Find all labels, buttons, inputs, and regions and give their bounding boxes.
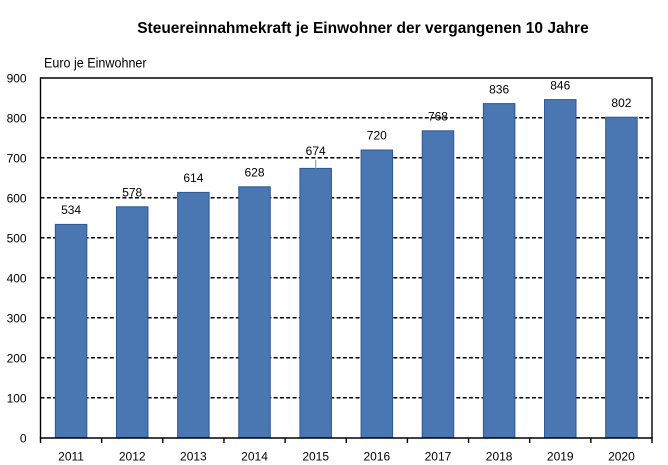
svg-text:578: 578 [122, 186, 142, 200]
svg-text:2019: 2019 [547, 450, 574, 464]
svg-text:2015: 2015 [302, 450, 329, 464]
svg-text:2011: 2011 [58, 450, 84, 464]
svg-text:800: 800 [7, 112, 27, 126]
svg-text:628: 628 [245, 166, 265, 180]
svg-text:614: 614 [183, 171, 203, 185]
svg-text:700: 700 [7, 152, 27, 166]
svg-text:900: 900 [7, 72, 27, 86]
svg-text:2012: 2012 [119, 450, 146, 464]
svg-text:Euro je Einwohner: Euro je Einwohner [44, 54, 147, 70]
svg-text:400: 400 [7, 272, 27, 286]
svg-text:200: 200 [7, 352, 27, 366]
svg-text:2016: 2016 [363, 450, 390, 464]
svg-text:534: 534 [61, 203, 81, 217]
svg-text:846: 846 [550, 78, 570, 92]
svg-text:600: 600 [7, 192, 27, 206]
svg-text:Steuereinnahmekraft je Einwohn: Steuereinnahmekraft je Einwohner der ver… [137, 20, 589, 37]
svg-text:2018: 2018 [486, 450, 513, 464]
svg-text:300: 300 [7, 312, 27, 326]
svg-text:0: 0 [20, 432, 27, 446]
svg-text:2013: 2013 [180, 450, 207, 464]
svg-text:720: 720 [367, 129, 387, 143]
svg-text:836: 836 [489, 82, 509, 96]
svg-text:768: 768 [428, 110, 448, 124]
svg-text:802: 802 [611, 96, 631, 110]
svg-text:2020: 2020 [608, 450, 635, 464]
svg-text:2014: 2014 [241, 450, 268, 464]
svg-text:500: 500 [7, 232, 27, 246]
svg-text:100: 100 [7, 392, 27, 406]
svg-text:2017: 2017 [425, 450, 452, 464]
svg-text:674: 674 [306, 144, 326, 158]
